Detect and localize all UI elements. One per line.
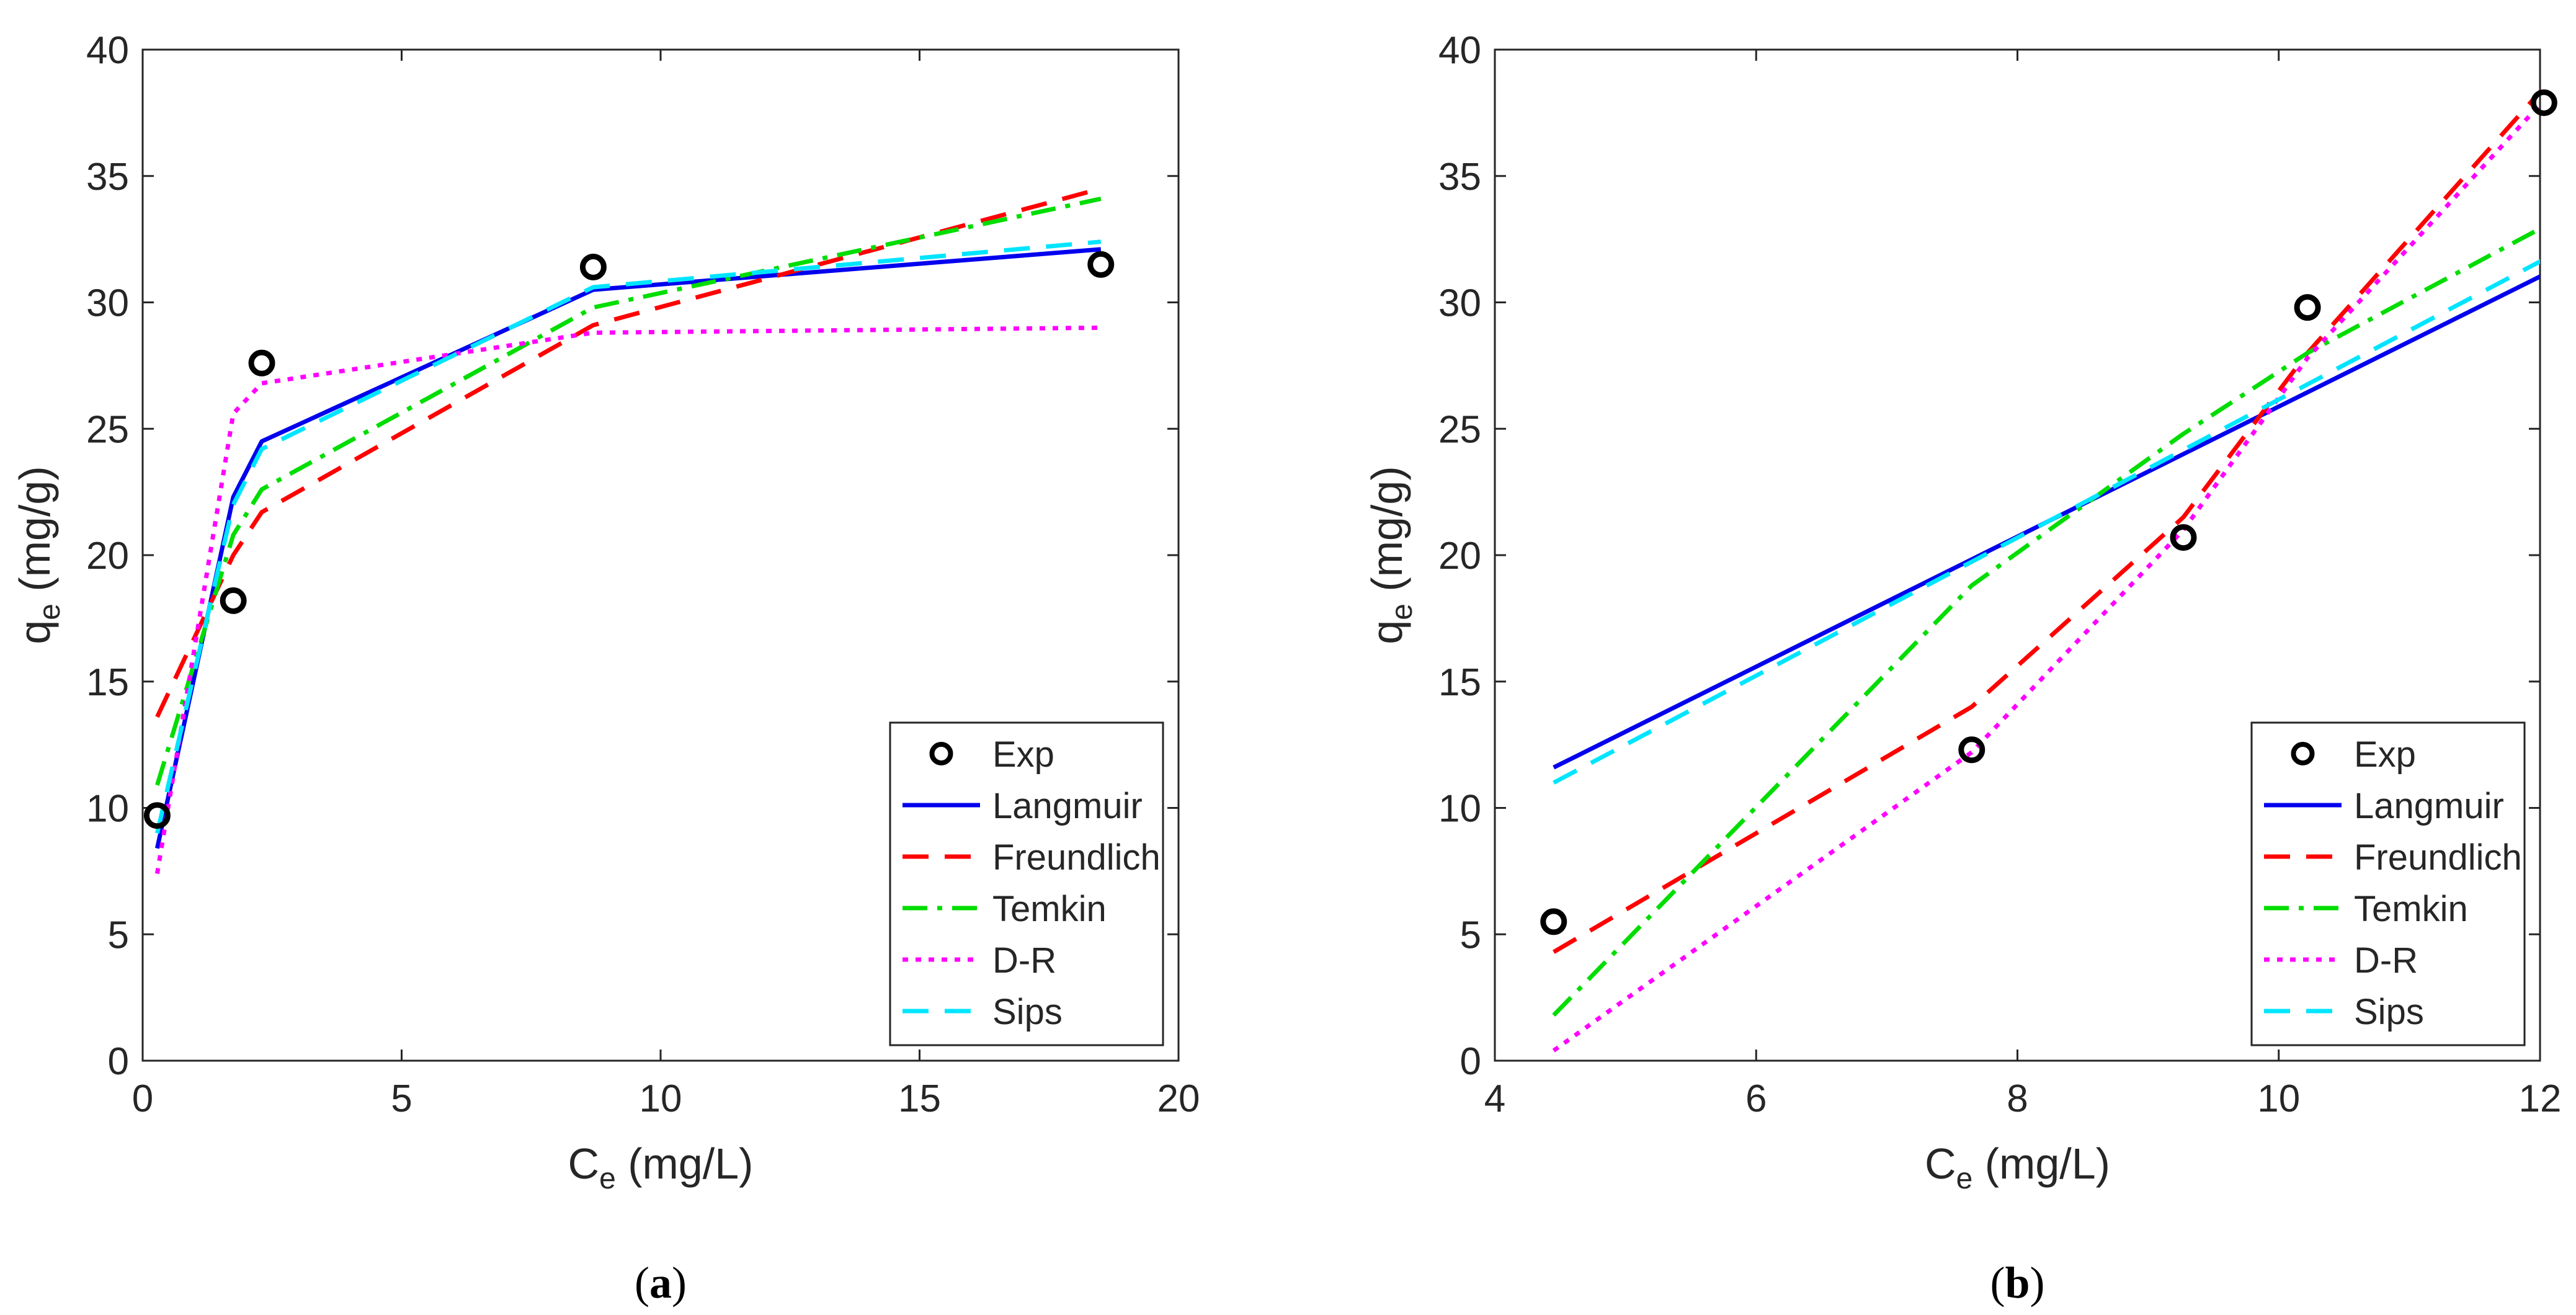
legend-label: Freundlich [992,837,1161,878]
y-tick-label: 15 [1438,661,1481,704]
exp-data-point [1540,908,1567,935]
series-line-freundlich [1553,88,2540,954]
y-tick-label: 15 [86,661,129,704]
panel-label-open: ( [635,1258,649,1308]
y-tick-label: 30 [86,282,129,325]
x-tick-label: 8 [2007,1077,2028,1120]
exp-data-point [220,587,247,614]
y-tick-label: 25 [1438,408,1481,451]
y-tick-label: 5 [1460,914,1481,956]
legend-label: Temkin [992,889,1107,929]
y-tick-label: 10 [86,788,129,831]
panel-label: (a) [635,1258,687,1308]
y-axis-label-subscript: e [1386,604,1419,620]
legend: Exp Langmuir Freundlich Temkin D-R Sips [2250,721,2526,1046]
x-tick-label: 15 [898,1077,941,1120]
x-tick-label: 20 [1157,1077,1200,1120]
legend: Exp Langmuir Freundlich Temkin D-R Sips [889,721,1164,1046]
y-tick-label: 5 [108,914,129,956]
x-tick-label: 10 [2257,1077,2300,1120]
panel-label-open: ( [1990,1258,2005,1308]
panel-label: (b) [1990,1258,2044,1308]
x-tick-label: 12 [2519,1077,2562,1120]
y-tick-label: 25 [86,408,129,451]
legend-label: Sips [992,992,1063,1032]
x-axis-label-main: C [568,1139,600,1188]
x-axis-label-unit: (mg/L) [1972,1139,2110,1188]
y-axis-label-unit: (mg/g) [11,466,59,604]
x-tick-label: 6 [1745,1077,1767,1120]
y-tick-label: 10 [1438,788,1481,831]
y-tick-label: 20 [86,535,129,577]
x-axis-label: Ce (mg/L) [568,1139,754,1195]
panel-label-close: ) [2030,1258,2045,1308]
x-axis-label-subscript: e [599,1162,616,1195]
exp-data-point [248,349,275,377]
legend-label: Sips [2354,992,2424,1032]
legend-label: Langmuir [992,786,1143,826]
series-line-freundlich [155,186,1102,718]
series-line-dr [1552,101,2540,1053]
series-group [154,186,1102,875]
legend-marker-exp [2291,742,2315,765]
exp-data-point [579,253,607,280]
legend-label: Temkin [2354,889,2468,929]
y-tick-label: 40 [1438,29,1481,72]
exp-data-point [1958,736,1985,764]
panel-label-letter: a [649,1258,672,1308]
x-axis-label-unit: (mg/L) [616,1139,754,1188]
x-tick-label: 5 [391,1077,412,1120]
legend-label: Freundlich [2354,837,2522,878]
y-axis-label: qe (mg/g) [11,466,66,644]
y-tick-label: 40 [86,29,129,72]
y-axis-label: qe (mg/g) [1363,466,1419,644]
y-axis-label-main: q [11,620,59,644]
exp-data-point [143,802,171,829]
series-line-sips [1553,259,2540,785]
y-tick-label: 35 [86,156,129,198]
series-group [1552,88,2540,1053]
y-tick-label: 35 [1438,156,1481,198]
series-line-sips [154,239,1102,834]
series-line-temkin [1552,226,2540,1017]
x-axis-label: Ce (mg/L) [1925,1139,2110,1195]
legend-label: Langmuir [2354,786,2504,826]
legend-marker-exp [929,742,953,765]
panel-label-close: ) [672,1258,687,1308]
legend-label: D-R [2354,940,2418,981]
legend-box [2250,721,2526,1046]
exp-data-point [2170,524,2197,551]
y-tick-label: 20 [1438,535,1481,577]
y-axis-label-subscript: e [33,604,66,620]
x-tick-label: 10 [640,1077,682,1120]
exp-data-point [2530,89,2557,117]
legend-box [889,721,1164,1046]
y-tick-label: 0 [108,1040,129,1083]
y-tick-label: 30 [1438,282,1481,325]
y-axis-label-unit: (mg/g) [1363,466,1411,604]
legend-label: Exp [2354,734,2416,775]
x-axis-label-subscript: e [1956,1162,1973,1195]
x-axis-label-main: C [1925,1139,1956,1188]
y-tick-label: 0 [1460,1040,1481,1083]
legend-label: Exp [992,734,1054,775]
exp-data-point [1087,251,1115,278]
panel-label-letter: b [2005,1258,2030,1308]
legend-label: D-R [992,940,1056,981]
exp-data-point [2294,294,2321,321]
x-tick-label: 4 [1484,1077,1505,1120]
x-tick-label: 0 [132,1077,153,1120]
y-axis-label-main: q [1363,620,1411,644]
